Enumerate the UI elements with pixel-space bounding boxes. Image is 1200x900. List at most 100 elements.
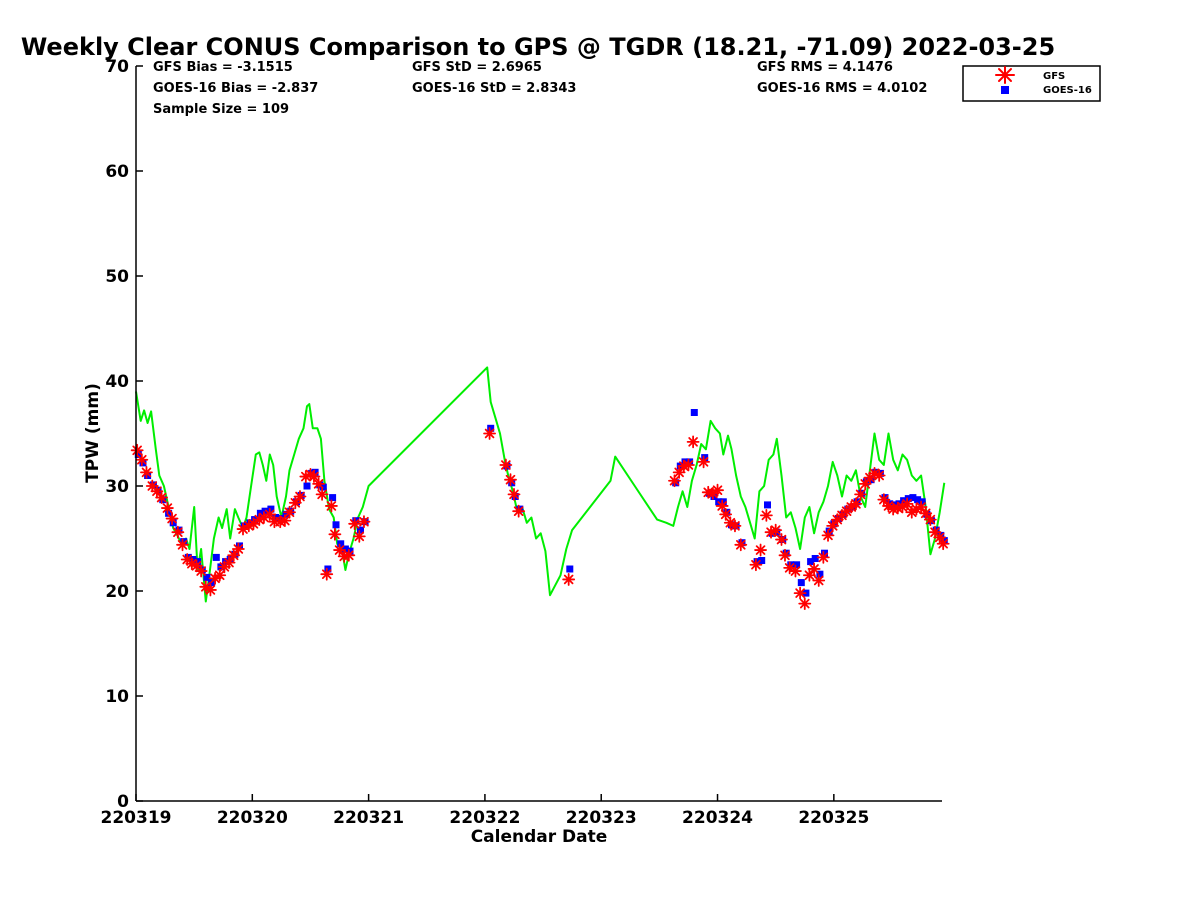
- gfs-point: [891, 501, 905, 515]
- goes16-point: [194, 558, 202, 566]
- legend-goes-label: GOES-16: [1043, 85, 1092, 96]
- legend-gfs-label: GFS: [1043, 71, 1065, 82]
- goes16-point: [311, 468, 319, 476]
- gfs-point: [283, 505, 296, 519]
- goes16-point: [753, 558, 761, 566]
- goes-rms-text: GOES-16 RMS = 4.0102: [757, 81, 927, 96]
- goes16-point: [203, 573, 211, 581]
- gfs-point: [793, 586, 807, 600]
- gfs-point: [697, 455, 710, 469]
- gps-series: [135, 366, 946, 603]
- y-tick-label: 0: [117, 792, 129, 812]
- goes16-point: [508, 479, 516, 487]
- goes16-point: [341, 545, 349, 553]
- gfs-point: [357, 515, 371, 529]
- gfs-point: [328, 527, 342, 541]
- gfs-point: [719, 507, 733, 521]
- x-tick-label: 220320: [217, 808, 288, 828]
- gfs-point: [171, 525, 185, 539]
- y-tick-label: 50: [105, 267, 129, 287]
- gfs-point: [872, 469, 886, 482]
- gfs-point: [821, 528, 835, 542]
- y-tick-label: 70: [105, 57, 129, 77]
- goes16-point: [332, 521, 340, 529]
- goes16-point: [222, 558, 230, 566]
- goes16-point: [787, 561, 795, 569]
- goes16-point: [267, 505, 275, 513]
- gfs-series: [130, 427, 950, 610]
- goes16-point: [246, 519, 254, 527]
- gfs-point: [176, 538, 189, 552]
- gfs-point: [682, 458, 695, 472]
- gfs-point: [348, 517, 362, 531]
- goes16-point: [918, 498, 926, 506]
- goes16-point: [277, 515, 285, 522]
- gfs-point: [504, 473, 517, 487]
- gfs-point: [130, 443, 144, 457]
- x-tick-label: 220321: [333, 808, 404, 828]
- goes16-point: [134, 451, 142, 458]
- goes16-point: [319, 483, 327, 491]
- goes16-point: [165, 509, 173, 517]
- gfs-point: [204, 583, 217, 597]
- gfs-point: [512, 504, 526, 518]
- gfs-point: [754, 543, 767, 557]
- gfs-point: [812, 574, 826, 587]
- y-tick-label: 30: [105, 477, 129, 497]
- goes16-point: [282, 510, 290, 518]
- gfs-point: [672, 465, 686, 479]
- goes16-point: [337, 540, 345, 548]
- x-tick-label: 220325: [798, 808, 869, 828]
- goes16-point: [686, 458, 694, 466]
- goes16-point: [144, 472, 152, 479]
- goes16-point: [909, 494, 917, 502]
- gfs-point: [826, 519, 840, 533]
- gfs-point: [562, 573, 576, 586]
- gps-line: [135, 366, 946, 603]
- goes16-point: [816, 570, 824, 578]
- gfs-point: [135, 453, 149, 467]
- goes16-point: [719, 498, 727, 506]
- x-axis-label: Calendar Date: [471, 827, 608, 847]
- y-axis-label: TPW (mm): [83, 383, 103, 483]
- gfs-point: [923, 513, 937, 526]
- gfs-point: [161, 501, 174, 515]
- x-tick-label: 220319: [101, 808, 172, 828]
- gfs-point: [816, 551, 830, 564]
- legend-box: [962, 65, 1101, 102]
- gfs-point: [749, 558, 763, 572]
- gfs-point: [914, 500, 928, 514]
- gfs-point: [320, 567, 334, 581]
- gfs-point: [711, 483, 724, 497]
- goes16-point: [904, 495, 912, 503]
- goes16-point: [914, 496, 922, 504]
- goes16-point: [825, 527, 833, 535]
- goes16-point: [758, 557, 766, 564]
- chart-title: Weekly Clear CONUS Comparison to GPS @ T…: [21, 33, 1055, 61]
- goes16-point: [329, 494, 337, 502]
- x-tick-label: 220323: [566, 808, 637, 828]
- y-tick-label: 20: [105, 582, 129, 602]
- x-tick-label: 220322: [449, 808, 520, 828]
- gfs-point: [499, 458, 513, 472]
- goes16-point: [701, 454, 709, 462]
- goes16-point: [566, 565, 574, 573]
- goes16-point: [793, 561, 801, 569]
- gfs-point: [807, 562, 821, 576]
- gfs-point: [208, 572, 222, 585]
- gfs-point: [789, 564, 802, 578]
- gfs-point: [775, 533, 788, 546]
- gfs-point: [324, 499, 338, 513]
- gfs-std-text: GFS StD = 2.6965: [412, 60, 542, 75]
- gfs-point: [231, 542, 245, 556]
- gfs-point: [686, 435, 700, 449]
- goes16-point: [324, 565, 332, 573]
- gfs-point: [288, 496, 302, 510]
- y-tick-label: 40: [105, 372, 129, 392]
- y-tick-label: 60: [105, 162, 129, 182]
- goes16-point: [346, 547, 354, 555]
- legend: GFS GOES-16: [962, 65, 1101, 102]
- gfs-point: [715, 499, 729, 513]
- gfs-point: [798, 597, 812, 610]
